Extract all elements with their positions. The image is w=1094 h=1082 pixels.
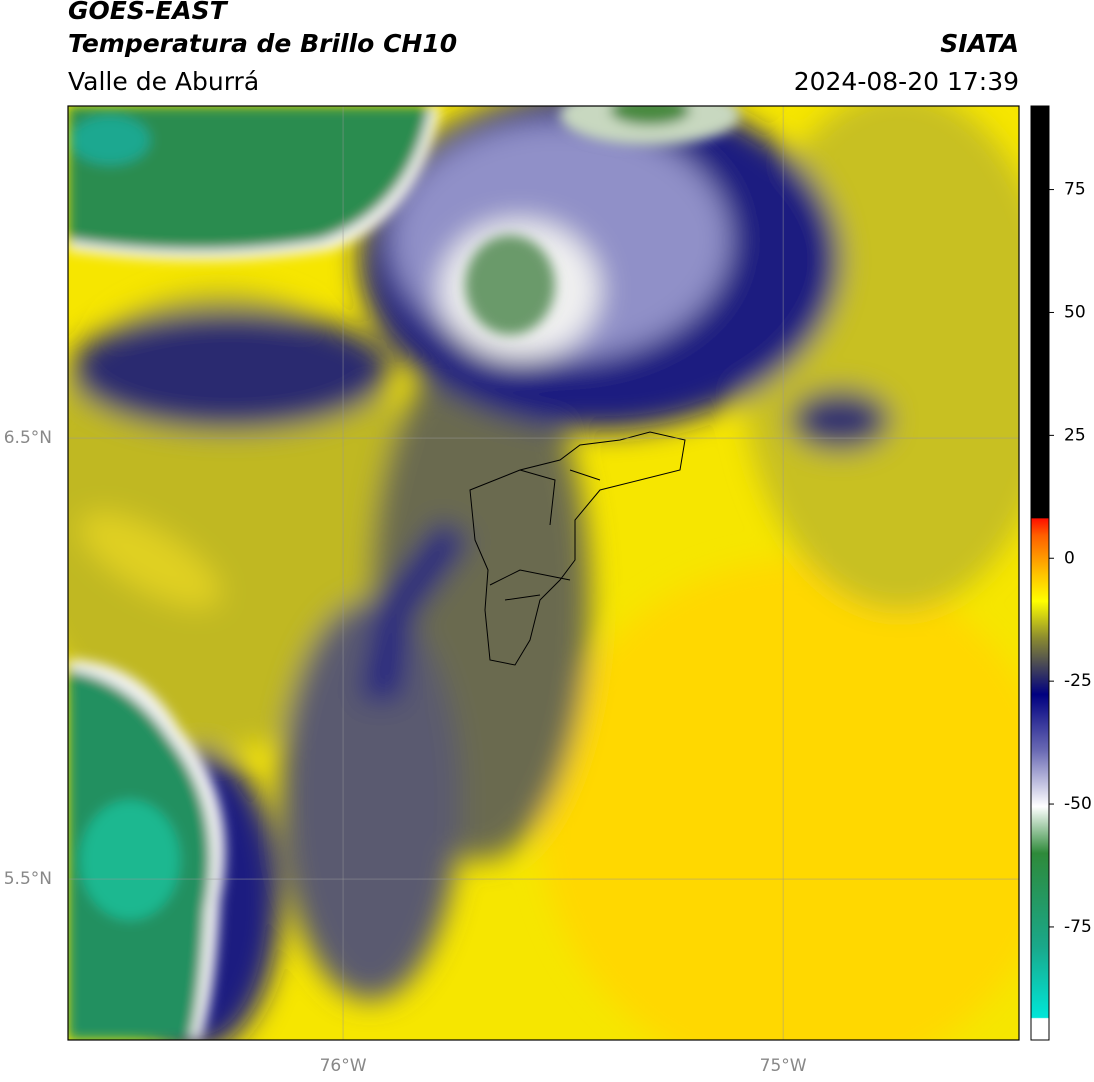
colorbar-tick-label: 0 — [1064, 548, 1075, 568]
satellite-image — [68, 106, 1019, 1040]
region: Valle de Aburrá — [68, 67, 259, 96]
latitude-label: 5.5°N — [4, 869, 52, 889]
colorbar-tick-label: 25 — [1064, 425, 1086, 445]
colorbar — [1030, 105, 1050, 1041]
map-frame — [67, 105, 1020, 1041]
colorbar-tick-label: -50 — [1064, 794, 1092, 814]
colorbar-tick-label: -25 — [1064, 671, 1092, 691]
latitude-label: 6.5°N — [4, 428, 52, 448]
subtitle: Temperatura de Brillo CH10 — [68, 29, 457, 58]
longitude-label: 75°W — [760, 1056, 807, 1076]
image-cold-areas — [68, 106, 740, 1040]
graticule — [68, 106, 1019, 1040]
valley-outline — [469, 431, 686, 666]
colorbar-tick-label: 75 — [1064, 180, 1086, 200]
datetime: 2024-08-20 17:39 — [794, 67, 1019, 96]
colorbar-tick-label: -75 — [1064, 917, 1092, 937]
title: GOES-EAST — [68, 0, 229, 25]
longitude-label: 76°W — [320, 1056, 367, 1076]
colorbar-tick-label: 50 — [1064, 302, 1086, 322]
source: SIATA — [940, 29, 1019, 58]
